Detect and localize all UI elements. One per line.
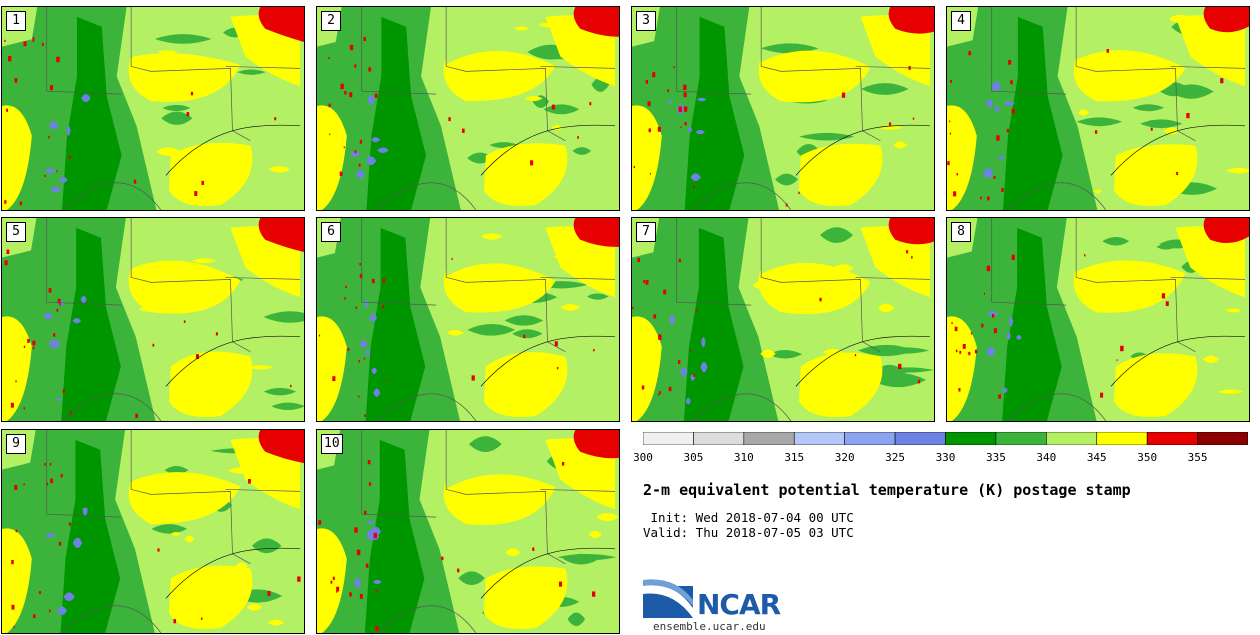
postage-stamp-2: 2: [316, 6, 620, 211]
stamp-number-label: 5: [6, 222, 26, 242]
colorbar-swatch: [894, 432, 946, 445]
colorbar-tick-label: 345: [1086, 451, 1107, 464]
colorbar-swatch: [693, 432, 745, 445]
stamp-number-label: 7: [636, 222, 656, 242]
colorbar-swatch: [1197, 432, 1248, 445]
colorbar-swatch: [1046, 432, 1098, 445]
valid-time: Valid: Thu 2018-07-05 03 UTC: [643, 525, 854, 540]
colorbar-swatch: [844, 432, 896, 445]
colorbar-tick-label: 320: [834, 451, 855, 464]
postage-stamp-7: 7: [631, 217, 935, 422]
colorbar-swatch: [995, 432, 1047, 445]
figure-title: 2-m equivalent potential temperature (K)…: [643, 481, 1131, 499]
colorbar-tick-label: 340: [1036, 451, 1057, 464]
colorbar-tick-label: 310: [733, 451, 754, 464]
theta-e-map: [947, 218, 1249, 421]
stamp-number-label: 4: [951, 11, 971, 31]
colorbar-swatch: [743, 432, 795, 445]
stamp-number-label: 10: [321, 434, 343, 454]
colorbar-tick-label: 355: [1187, 451, 1208, 464]
theta-e-map: [317, 430, 619, 633]
colorbar: [643, 432, 1248, 445]
ncar-logo-icon: [643, 579, 693, 618]
theta-e-map: [317, 7, 619, 210]
theta-e-map: [632, 218, 934, 421]
stamp-number-label: 8: [951, 222, 971, 242]
theta-e-map: [2, 7, 304, 210]
postage-stamp-8: 8: [946, 217, 1250, 422]
stamp-number-label: 1: [6, 11, 26, 31]
postage-stamp-9: 9: [1, 429, 305, 634]
colorbar-tick-label: 315: [784, 451, 805, 464]
theta-e-map: [2, 430, 304, 633]
colorbar-tick-label: 305: [683, 451, 704, 464]
colorbar-tick-label: 300: [633, 451, 653, 464]
colorbar-swatch: [1146, 432, 1198, 445]
theta-e-map: [2, 218, 304, 421]
postage-stamp-3: 3: [631, 6, 935, 211]
stamp-number-label: 9: [6, 434, 26, 454]
theta-e-map: [317, 218, 619, 421]
website-url: ensemble.ucar.edu: [653, 620, 766, 633]
logo-text: NCAR: [697, 588, 781, 621]
colorbar-tick-label: 335: [985, 451, 1006, 464]
stamp-number-label: 3: [636, 11, 656, 31]
colorbar-tick-label: 325: [885, 451, 906, 464]
postage-stamp-1: 1: [1, 6, 305, 211]
theta-e-map: [947, 7, 1249, 210]
postage-stamp-5: 5: [1, 217, 305, 422]
colorbar-tick-label: 330: [935, 451, 956, 464]
colorbar-tick-label: 350: [1137, 451, 1158, 464]
colorbar-swatch: [793, 432, 845, 445]
theta-e-map: [632, 7, 934, 210]
postage-stamp-4: 4: [946, 6, 1250, 211]
init-time: Init: Wed 2018-07-04 00 UTC: [643, 510, 854, 525]
colorbar-swatch: [1096, 432, 1148, 445]
colorbar-swatch: [945, 432, 997, 445]
stamp-number-label: 6: [321, 222, 341, 242]
postage-stamp-10: 10: [316, 429, 620, 634]
postage-stamp-6: 6: [316, 217, 620, 422]
colorbar-swatch: [643, 432, 694, 445]
stamp-number-label: 2: [321, 11, 341, 31]
